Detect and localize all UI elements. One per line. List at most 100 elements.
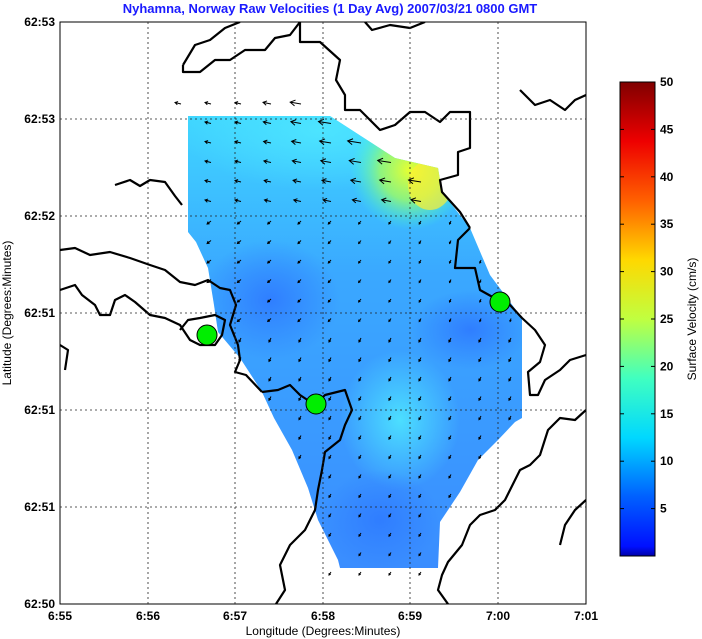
velocity-arrow [358,415,362,421]
velocity-arrow [418,552,422,557]
velocity-arrow [263,198,272,203]
x-tick-label: 6:56 [136,609,160,623]
velocity-arrow [409,197,422,204]
velocity-arrow [320,178,332,184]
velocity-arrow [298,396,302,402]
velocity-arrow [318,138,332,146]
velocity-arrow [479,318,482,323]
velocity-arrow [327,259,332,264]
y-tick-label: 62:52 [24,209,55,223]
velocity-arrow [174,101,182,106]
colorbar-title: Surface Velocity (cm/s) [685,258,699,381]
velocity-arrow [448,279,452,284]
velocity-arrow [478,454,482,460]
velocity-arrow [322,197,332,204]
velocity-arrow [478,376,482,382]
velocity-arrow [268,337,272,343]
velocity-arrow [478,435,482,440]
y-tick-label: 62:50 [24,597,55,611]
x-tick-label: 6:55 [48,609,72,623]
velocity-arrow [204,159,212,164]
velocity-arrow [328,415,332,421]
velocity-arrow [448,259,452,264]
colorbar: 5 10 15 20 25 30 35 40 45 50 Surface Velocity (cm… [619,75,699,557]
x-axis: 6:55 6:56 6:57 6:58 6:59 7:00 7:01 Longi… [48,609,598,638]
velocity-arrow [388,337,392,343]
colorbar-gradient [619,81,656,557]
velocity-arrow [448,240,452,245]
velocity-arrow [388,454,392,460]
velocity-arrow [290,139,302,145]
chart-title: Nyhamna, Norway Raw Velocities (1 Day Av… [123,1,538,16]
velocity-arrow [388,513,392,518]
velocity-arrow [328,474,332,479]
colorbar-tick-label: 15 [660,407,674,421]
y-tick-label: 62:53 [24,112,55,126]
velocity-arrow [508,357,512,363]
y-tick-label: 62:51 [24,306,55,320]
velocity-arrow [418,513,422,518]
velocity-arrow [327,318,332,323]
x-tick-label: 6:57 [223,609,247,623]
velocity-arrow [388,474,392,479]
velocity-arrow [298,454,302,460]
velocity-arrow [418,415,422,421]
velocity-arrow [297,298,302,303]
velocity-arrow [358,571,362,576]
velocity-arrow [266,259,272,264]
colorbar-tick-label: 45 [660,122,674,136]
velocity-arrow [292,178,302,184]
velocity-arrow [388,552,392,557]
velocity-arrow [328,454,332,460]
velocity-arrow [376,157,392,165]
y-tick-label: 62:53 [24,15,55,29]
velocity-arrow [448,220,452,225]
velocity-arrow [328,513,332,518]
velocity-arrow [388,220,392,225]
velocity-arrow [289,119,302,126]
colorbar-tick-label: 40 [660,170,674,184]
velocity-arrow [328,376,332,382]
velocity-arrow [358,474,362,479]
velocity-arrow [319,158,332,165]
colorbar-tick-label: 35 [660,217,674,231]
velocity-arrow [508,396,512,402]
velocity-arrow [262,139,272,145]
velocity-arrow [418,396,422,402]
colorbar-tick-label: 5 [660,502,667,516]
velocity-arrow [418,474,422,479]
velocity-arrow [206,220,212,225]
colorbar-tick-label: 25 [660,312,674,326]
velocity-arrow [349,177,362,185]
x-tick-label: 6:59 [398,609,422,623]
velocity-arrow [204,179,212,184]
velocity-arrow [358,318,362,323]
velocity-arrow [448,298,452,303]
x-tick-label: 7:00 [486,609,510,623]
velocity-arrow [358,493,362,499]
velocity-arrow [236,279,242,284]
velocity-arrow [328,532,332,537]
velocity-arrow [262,159,272,164]
colorbar-tick-label: 50 [660,75,674,89]
velocity-arrow [388,493,392,499]
velocity-arrow [418,240,422,245]
velocity-arrow [448,454,452,460]
velocity-arrow [268,357,272,363]
velocity-arrow [262,100,272,106]
velocity-arrow [380,197,392,204]
velocity-arrow [448,435,452,440]
velocity-arrow [478,337,482,343]
velocity-arrow [297,220,302,225]
velocity-arrow [238,357,242,363]
velocity-arrow [297,318,302,323]
velocity-arrow [327,279,332,284]
velocity-arrow [328,571,332,576]
velocity-arrow [263,178,272,184]
velocity-arrow [234,101,242,106]
velocity-arrow [266,279,272,284]
velocity-arrow [358,532,362,537]
velocity-arrow [448,415,452,421]
velocity-arrow [418,571,422,576]
